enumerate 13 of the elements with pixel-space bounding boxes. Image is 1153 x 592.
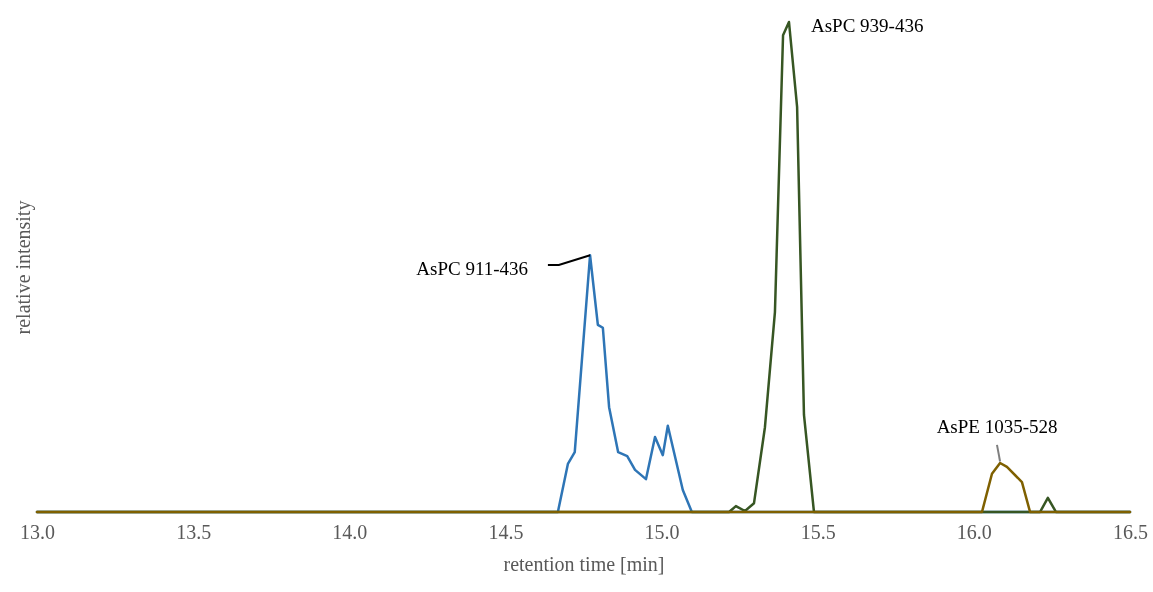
x-axis-title: retention time [min] [503,552,665,575]
x-tick-label: 13.0 [20,520,55,543]
annotation: AsPC 911-436 [416,258,529,280]
y-axis-title: relative intensity [11,200,35,335]
x-tick-label: 16.5 [1113,520,1148,543]
x-tick-label: 14.0 [332,520,368,543]
x-tick-label: 13.5 [176,520,212,543]
annotation: AsPE 1035-528 [936,416,1058,437]
x-tick-label: 14.5 [488,520,524,543]
x-tick-label: 15.0 [644,520,680,543]
x-tick-label: 15.5 [800,520,836,543]
x-tick-label: 16.0 [956,520,992,543]
annotation: AsPC 939-436 [810,15,924,36]
